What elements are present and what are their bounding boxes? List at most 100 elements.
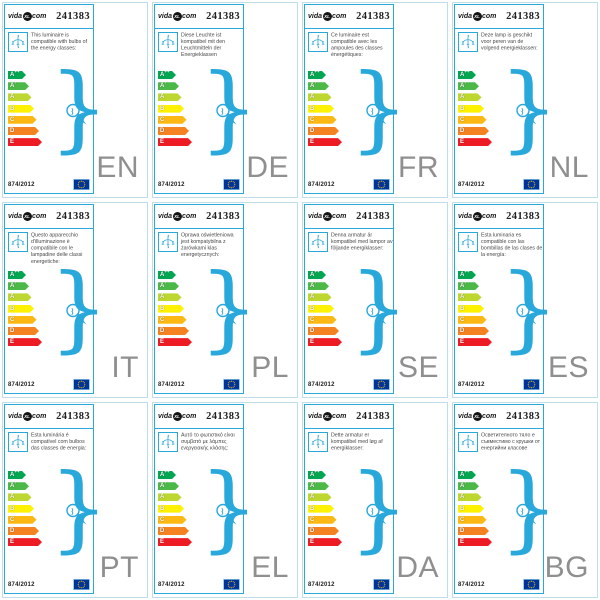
logo-suffix: com [332, 413, 347, 420]
description-row: Осветителното тяло е съвместимо с крушки… [455, 429, 543, 467]
compatibility-text: Questo apparecchio d'illuminazione è com… [31, 232, 83, 265]
energy-bar-d: D [158, 327, 189, 335]
card-header: vida XL com 241383 [455, 5, 543, 29]
logo-xl-badge: XL [22, 412, 32, 421]
energy-bar-a+: A+ [458, 82, 479, 90]
energy-bar-a++: A++ [8, 271, 26, 279]
energy-bar-e: E [158, 138, 192, 146]
energy-bar-a: A [8, 493, 32, 501]
energy-bar-a: A [308, 293, 332, 301]
product-number: 241383 [206, 11, 240, 22]
regulation-number: 874/2012 [8, 581, 35, 588]
logo-prefix: vida [8, 213, 23, 220]
label-cell: vida XL com 241383 [0, 0, 150, 200]
energy-bar-b: B [8, 505, 34, 513]
label-cell: vida XL com 241383 [450, 200, 600, 400]
card-footer: 874/2012 [305, 577, 393, 592]
language-code: EN [96, 151, 139, 184]
energy-bar-b: B [308, 105, 334, 113]
description-wrap: Осветителното тяло е съвместимо с крушки… [481, 432, 543, 467]
product-number: 241383 [206, 211, 240, 222]
energy-class-bars: A++ A+ A B C D E [308, 71, 342, 149]
energy-bar-a++: A++ [8, 71, 26, 79]
energy-bar-a: A [308, 493, 332, 501]
label-panel: vida XL com 241383 [302, 2, 448, 198]
description-row: Dette armatur er kompatibel med løg af e… [305, 429, 393, 467]
vidaxl-logo: vida XL com [158, 12, 196, 21]
energy-class-bars: A++ A+ A B C D E [8, 471, 42, 549]
energy-bar-a+: A+ [308, 482, 329, 490]
chandelier-icon [158, 432, 178, 452]
vidaxl-logo: vida XL com [308, 412, 346, 421]
description-wrap: Αυτό το φωτιστικό είναι συμβατό με λάμπε… [181, 432, 243, 467]
energy-bar-d: D [458, 527, 489, 535]
energy-class-bars: A++ A+ A B C D E [308, 271, 342, 349]
vidaxl-logo: vida XL com [8, 12, 46, 21]
energy-bar-a+: A+ [8, 282, 29, 290]
logo-xl-badge: XL [22, 12, 32, 21]
description-wrap: Questo apparecchio d'illuminazione è com… [31, 232, 93, 267]
energy-bar-a++: A++ [458, 71, 476, 79]
energy-bar-a: A [8, 93, 32, 101]
energy-label-card: vida XL com 241383 [304, 204, 409, 394]
logo-suffix: com [182, 13, 197, 20]
logo-xl-badge: XL [172, 12, 182, 21]
language-code: DE [246, 151, 289, 184]
vidaxl-logo: vida XL com [158, 412, 196, 421]
energy-bar-e: E [8, 338, 42, 346]
energy-bar-a: A [158, 493, 182, 501]
eu-flag-icon [223, 179, 240, 190]
energy-bar-a+: A+ [158, 482, 179, 490]
compatibility-text: Αυτό το φωτιστικό είναι συμβατό με λάμπε… [181, 432, 235, 452]
energy-bar-d: D [308, 327, 339, 335]
energy-bar-c: C [8, 516, 37, 524]
energy-bar-a: A [458, 493, 482, 501]
logo-xl-badge: XL [472, 12, 482, 21]
label-panel: vida XL com 241383 [452, 402, 598, 598]
energy-label-card: vida XL com 241383 [154, 404, 259, 594]
energy-bar-a+: A+ [8, 82, 29, 90]
chandelier-icon [8, 32, 28, 52]
light-bulb-arrow-icon [63, 301, 90, 328]
energy-bar-c: C [158, 516, 187, 524]
description-wrap: Esta luminaria es compatible con las bom… [481, 232, 543, 267]
light-bulb-arrow-icon [63, 101, 90, 128]
logo-suffix: com [182, 213, 197, 220]
energy-bar-a++: A++ [308, 71, 326, 79]
energy-bar-b: B [8, 305, 34, 313]
regulation-number: 874/2012 [308, 381, 335, 388]
eu-flag-icon [523, 179, 540, 190]
energy-bar-d: D [308, 127, 339, 135]
energy-bar-a++: A++ [158, 271, 176, 279]
description-row: Ce luminaire est compatible avec les amp… [305, 29, 393, 67]
chandelier-icon [8, 232, 28, 252]
light-bulb-arrow-icon [213, 101, 240, 128]
energy-bar-d: D [308, 527, 339, 535]
energy-label-card: vida XL com 241383 [454, 4, 559, 194]
label-panel: vida XL com 241383 [152, 2, 298, 198]
energy-label-card: vida XL com 241383 [454, 204, 559, 394]
energy-class-chart: A++ A+ A B C D E } [5, 462, 109, 569]
card-footer: 874/2012 [155, 377, 243, 392]
energy-label-card: vida XL com 241383 [4, 204, 109, 394]
description-row: Esta luminaria es compatible con las bom… [455, 229, 543, 267]
energy-bar-d: D [8, 127, 39, 135]
chandelier-icon [308, 232, 328, 252]
vidaxl-logo: vida XL com [158, 212, 196, 221]
label-panel: vida XL com 241383 [2, 402, 148, 598]
compatibility-text: Ce luminaire est compatible avec les amp… [331, 32, 383, 58]
eu-flag-icon [523, 379, 540, 390]
energy-bar-c: C [8, 116, 37, 124]
language-code: NL [549, 151, 589, 184]
regulation-number: 874/2012 [308, 581, 335, 588]
energy-bar-a++: A++ [8, 471, 26, 479]
label-cell: vida XL com 241383 [300, 0, 450, 200]
regulation-number: 874/2012 [308, 181, 335, 188]
label-panel: vida XL com 241383 [152, 402, 298, 598]
description-wrap: Ce luminaire est compatible avec les amp… [331, 32, 393, 67]
energy-label-card: vida XL com 241383 [154, 204, 259, 394]
energy-class-chart: A++ A+ A B C D E } [455, 262, 559, 369]
label-panel: vida XL com 241383 [2, 2, 148, 198]
language-code: BG [544, 551, 589, 584]
eu-flag-icon [223, 579, 240, 590]
